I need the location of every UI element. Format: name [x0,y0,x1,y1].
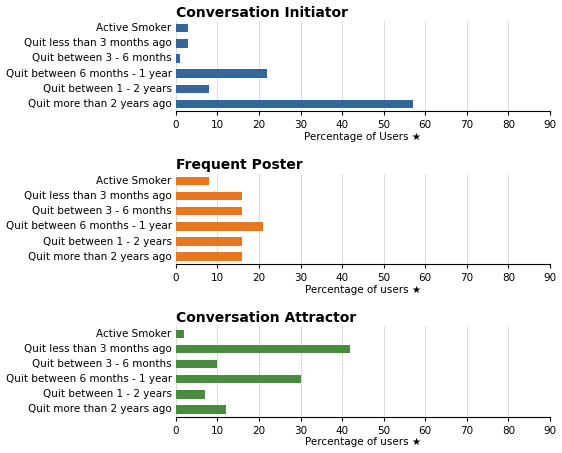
Text: Conversation Attractor: Conversation Attractor [176,311,356,325]
Bar [176,69,268,78]
Bar [176,237,242,246]
X-axis label: Percentage of users ★: Percentage of users ★ [305,438,421,448]
X-axis label: Percentage of Users ★: Percentage of Users ★ [305,132,422,142]
Bar [176,360,217,368]
Text: Frequent Poster: Frequent Poster [176,159,302,173]
Bar [176,24,188,33]
X-axis label: Percentage of users ★: Percentage of users ★ [305,284,421,294]
Bar [176,375,301,383]
Bar [176,39,188,48]
Bar [176,192,242,200]
Bar [176,222,263,231]
Bar [176,330,184,338]
Bar [176,405,226,414]
Bar [176,100,413,108]
Bar [176,207,242,216]
Bar [176,252,242,261]
Text: Conversation Initiator: Conversation Initiator [176,5,348,19]
Bar [176,85,209,93]
Bar [176,177,209,185]
Bar [176,390,205,399]
Bar [176,54,180,63]
Bar [176,345,350,353]
